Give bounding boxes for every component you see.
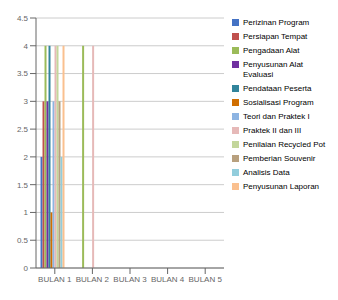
svg-text:BULAN 4: BULAN 4 xyxy=(151,275,185,284)
svg-text:4.5: 4.5 xyxy=(17,14,29,23)
html-text:Praktek II dan III: Praktek II dan III xyxy=(243,126,302,135)
html-text:Sosialisasi Program: Sosialisasi Program xyxy=(243,98,314,107)
svg-text:0.5: 0.5 xyxy=(17,236,29,245)
html-text:Teori dan Praktek I: Teori dan Praktek I xyxy=(243,112,310,121)
svg-text:BULAN 2: BULAN 2 xyxy=(76,275,110,284)
html-text:Analisis Data: Analisis Data xyxy=(243,168,290,177)
html-text:Persiapan Tempat: Persiapan Tempat xyxy=(243,32,308,41)
svg-text:BULAN 3: BULAN 3 xyxy=(113,275,147,284)
svg-text:3.5: 3.5 xyxy=(17,69,29,78)
svg-text:0: 0 xyxy=(24,264,29,273)
svg-text:1: 1 xyxy=(24,208,29,217)
svg-text:3: 3 xyxy=(24,97,29,106)
html-text:Penyusunan Alat Evaluasi: Penyusunan Alat Evaluasi xyxy=(243,60,303,79)
html-text:Penyusunan Laporan: Penyusunan Laporan xyxy=(243,182,320,191)
html-text:Pendataan Peserta: Pendataan Peserta xyxy=(243,84,312,93)
html-text:Pengadaan Alat: Pengadaan Alat xyxy=(243,46,300,55)
svg-text:BULAN 5: BULAN 5 xyxy=(189,275,223,284)
svg-text:BULAN 1: BULAN 1 xyxy=(38,275,72,284)
svg-text:1.5: 1.5 xyxy=(17,181,29,190)
html-text:Pemberian Souvenir: Pemberian Souvenir xyxy=(243,154,316,163)
svg-text:2: 2 xyxy=(24,153,29,162)
html-text:Penilaian Recycled Pot: Penilaian Recycled Pot xyxy=(243,140,326,149)
html-text:Perizinan Program: Perizinan Program xyxy=(243,18,310,27)
svg-text:4: 4 xyxy=(24,42,29,51)
svg-text:2.5: 2.5 xyxy=(17,125,29,134)
